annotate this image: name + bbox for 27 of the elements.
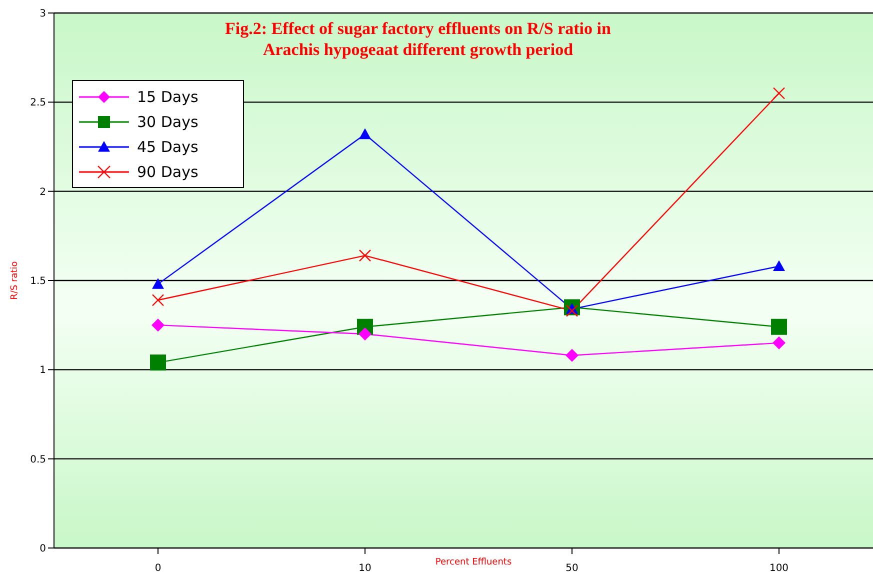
legend-label: 15 Days [137, 88, 200, 106]
point [152, 278, 164, 289]
x-axis-title: Percent Effluents [435, 557, 512, 568]
text: Fig.2: Effect of sugar factory effluents on R/S ratio in Arachis hypogeaat different growth period [224, 18, 612, 60]
x-tick-label: 50 [566, 563, 578, 574]
legend-label: 45 Days [137, 138, 200, 156]
x-tick-label: 0 [154, 563, 162, 574]
y-tick-label: 0 [40, 544, 46, 555]
y-tick-label: 3 [40, 8, 46, 20]
x-tick-label: 100 [769, 563, 789, 574]
point [773, 260, 785, 272]
y-tick-label: 1 [40, 365, 46, 376]
y-tick-label: 2 [40, 186, 46, 198]
y-tick-label: 0.5 [30, 454, 46, 466]
point [566, 348, 578, 362]
legend-label: 30 Days [137, 112, 200, 130]
point [358, 328, 372, 340]
point [772, 336, 786, 350]
y-tick-label: 1.5 [30, 276, 46, 288]
point [150, 354, 166, 371]
x-tick-label: 10 [358, 563, 372, 574]
legend-label: 90 Days [137, 162, 200, 180]
point [152, 318, 164, 332]
point [771, 318, 787, 335]
y-axis-title: R/S ratio [10, 260, 20, 300]
point [359, 128, 371, 140]
y-tick-label: 2.5 [30, 98, 46, 109]
